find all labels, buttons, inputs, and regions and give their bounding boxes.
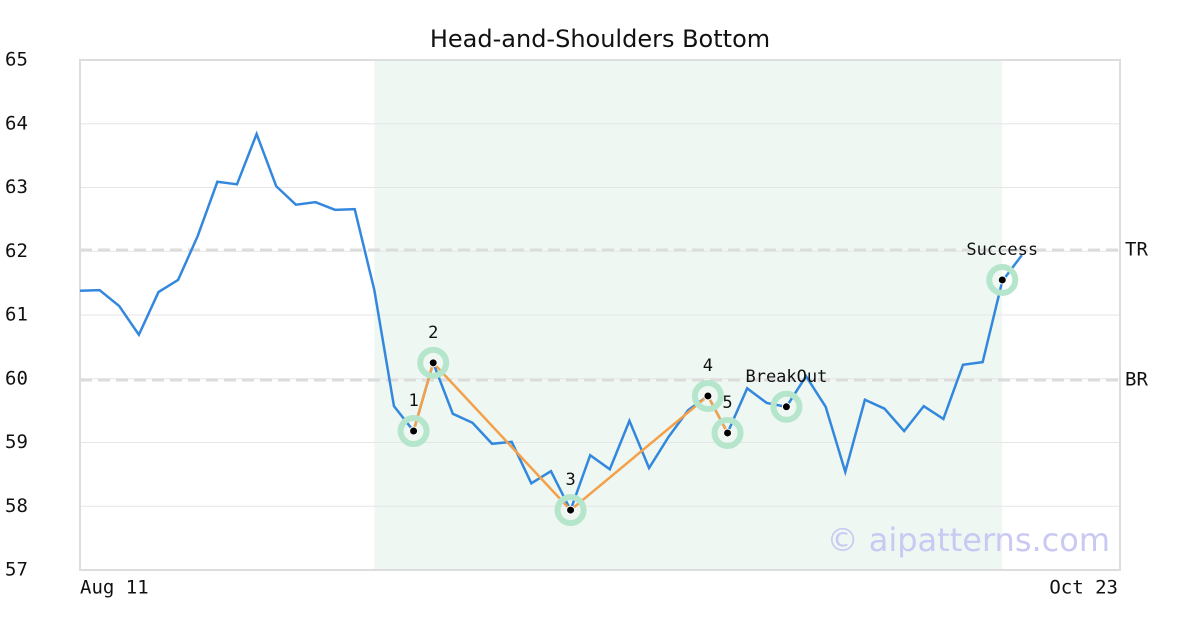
- x-tick-label: Oct 23: [1049, 577, 1118, 599]
- event-point-ring: [770, 390, 803, 423]
- y-tick-label: 58: [5, 495, 28, 517]
- pattern-point-dot: [703, 391, 713, 401]
- pattern-point-dot: [409, 426, 419, 436]
- pattern-point-ring: [711, 416, 744, 449]
- y-tick-label: 60: [5, 367, 28, 389]
- reference-label: TR: [1125, 238, 1148, 260]
- pattern-point-dot: [566, 505, 576, 515]
- pattern-point-ring: [691, 379, 724, 412]
- x-tick-label: Aug 11: [80, 577, 149, 599]
- event-point-label: Success: [966, 240, 1038, 260]
- watermark: © aipatterns.com: [827, 521, 1110, 559]
- pattern-point-dot: [428, 358, 438, 368]
- event-point-dot: [781, 402, 791, 412]
- y-tick-label: 57: [5, 559, 28, 581]
- pattern-point-ring: [397, 415, 430, 448]
- pattern-point-label: 5: [722, 393, 732, 413]
- pattern-point-label: 4: [703, 356, 713, 376]
- pattern-point-label: 1: [408, 391, 418, 411]
- event-point-ring: [986, 263, 1019, 296]
- pattern-point-ring: [554, 494, 587, 527]
- plot-frame: [79, 59, 1121, 571]
- y-tick-label: 59: [5, 431, 28, 453]
- reference-label: BR: [1125, 369, 1148, 391]
- y-tick-label: 61: [5, 304, 28, 326]
- y-tick-label: 64: [5, 112, 28, 134]
- y-tick-label: 63: [5, 176, 28, 198]
- y-tick-label: 62: [5, 240, 28, 262]
- pattern-point-ring: [417, 346, 450, 379]
- pattern-point-dot: [723, 428, 733, 438]
- price-line: [79, 130, 1023, 514]
- event-point-dot: [997, 275, 1007, 285]
- pattern-point-label: 2: [428, 323, 438, 343]
- pattern-point-label: 3: [565, 470, 575, 490]
- chart-title: Head-and-Shoulders Bottom: [430, 25, 770, 53]
- event-point-label: BreakOut: [745, 367, 827, 387]
- y-tick-label: 65: [5, 49, 28, 71]
